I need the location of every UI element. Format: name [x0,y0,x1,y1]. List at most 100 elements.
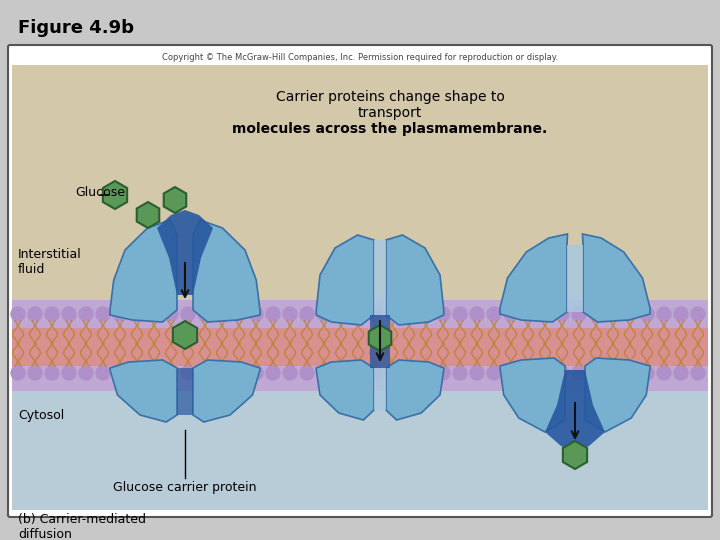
Circle shape [317,366,331,380]
Circle shape [419,366,433,380]
Polygon shape [193,220,260,322]
Circle shape [555,307,569,321]
Bar [12,366,708,391]
Circle shape [674,366,688,380]
Bar [370,315,390,368]
Text: Cytosol: Cytosol [18,408,64,422]
Bar [12,65,708,325]
Text: Carrier proteins change shape to: Carrier proteins change shape to [276,90,505,104]
Circle shape [504,366,518,380]
Polygon shape [193,360,260,422]
Circle shape [28,307,42,321]
Text: Interstitial
fluid: Interstitial fluid [18,248,82,276]
Circle shape [555,366,569,380]
Circle shape [130,307,144,321]
Circle shape [521,366,535,380]
Circle shape [266,307,280,321]
Circle shape [351,307,365,321]
Circle shape [300,307,314,321]
Circle shape [249,307,263,321]
Polygon shape [103,181,127,209]
Text: Figure 4.9b: Figure 4.9b [18,19,134,37]
Circle shape [96,366,110,380]
Circle shape [470,307,484,321]
Circle shape [198,307,212,321]
Circle shape [45,307,59,321]
Circle shape [504,307,518,321]
Polygon shape [163,187,186,213]
Polygon shape [585,358,650,432]
Circle shape [589,366,603,380]
Circle shape [45,366,59,380]
Bar [12,300,708,328]
Polygon shape [500,234,567,322]
FancyBboxPatch shape [8,45,712,517]
Circle shape [164,366,178,380]
Circle shape [300,366,314,380]
Circle shape [453,307,467,321]
Circle shape [232,366,246,380]
Circle shape [164,307,178,321]
Polygon shape [563,441,587,469]
Text: transport: transport [358,106,422,120]
Circle shape [640,307,654,321]
Polygon shape [110,220,177,322]
Circle shape [674,307,688,321]
Circle shape [640,366,654,380]
Circle shape [11,307,25,321]
Polygon shape [316,360,374,420]
Circle shape [402,307,416,321]
Polygon shape [582,234,650,322]
Text: (b) Carrier-mediated: (b) Carrier-mediated [18,514,146,526]
Circle shape [691,366,705,380]
Polygon shape [316,235,374,325]
Circle shape [79,366,93,380]
Circle shape [215,307,229,321]
Circle shape [181,307,195,321]
Circle shape [79,307,93,321]
Polygon shape [137,202,159,228]
Polygon shape [545,370,605,452]
Circle shape [11,366,25,380]
Circle shape [62,366,76,380]
Circle shape [266,366,280,380]
Circle shape [436,307,450,321]
Text: Glucose: Glucose [75,186,125,199]
Circle shape [623,307,637,321]
Circle shape [606,307,620,321]
Circle shape [351,366,365,380]
Circle shape [657,366,671,380]
Text: molecules across the plasmamembrane.: molecules across the plasmamembrane. [233,122,548,136]
Circle shape [215,366,229,380]
Polygon shape [386,235,444,325]
Circle shape [232,307,246,321]
Circle shape [249,366,263,380]
Circle shape [470,366,484,380]
Circle shape [572,366,586,380]
Circle shape [283,307,297,321]
Circle shape [283,366,297,380]
Circle shape [453,366,467,380]
Circle shape [623,366,637,380]
Circle shape [113,307,127,321]
Polygon shape [500,358,565,432]
Circle shape [538,366,552,380]
Circle shape [385,307,399,321]
Circle shape [334,307,348,321]
Circle shape [538,307,552,321]
Polygon shape [173,321,197,349]
Circle shape [657,307,671,321]
Circle shape [62,307,76,321]
Circle shape [487,366,501,380]
Text: diffusion: diffusion [18,528,72,540]
Circle shape [198,366,212,380]
Circle shape [572,307,586,321]
Bar [12,328,708,366]
Text: Glucose carrier protein: Glucose carrier protein [113,482,257,495]
Circle shape [589,307,603,321]
Bar [567,245,583,312]
Circle shape [487,307,501,321]
Bar [374,368,386,410]
Polygon shape [369,325,391,351]
Bar [12,380,708,510]
